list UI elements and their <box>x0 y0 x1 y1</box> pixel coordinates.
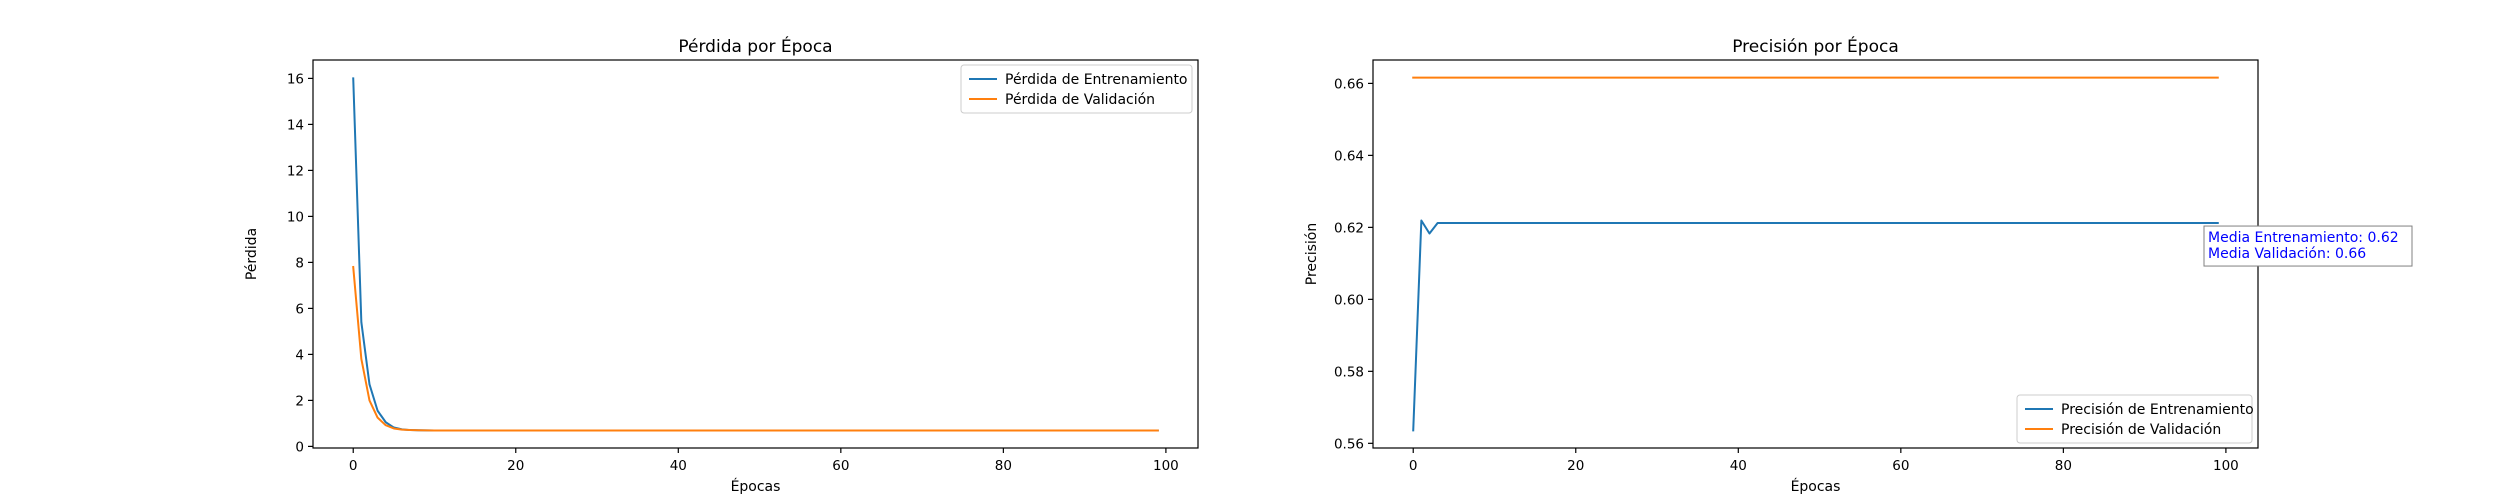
y-axis-label: Precisión <box>1304 223 1320 285</box>
y-tick-label: 0.66 <box>1334 76 1364 92</box>
chart-panel-1: 0 20 40 60 80 100 0 2 4 6 8 10 12 14 16 Pérdida por Épo… <box>244 35 1199 495</box>
y-tick-label: 0.60 <box>1334 292 1364 308</box>
y-tick-label: 2 <box>295 393 304 409</box>
x-tick-label: 80 <box>995 458 1012 474</box>
legend: Precisión de Entrenamiento Precisión de V… <box>2016 394 2254 444</box>
legend-label-1: Precisión de Entrenamiento <box>2061 402 2254 418</box>
x-tick-label: 100 <box>1153 458 1179 474</box>
series-line-1 <box>1412 219 2219 432</box>
y-tick-label: 10 <box>287 209 304 225</box>
y-tick-label: 12 <box>287 163 304 179</box>
y-tick-label: 0 <box>295 439 304 455</box>
y-tick-label: 6 <box>295 301 304 317</box>
x-tick-label: 20 <box>507 458 524 474</box>
x-tick-label: 60 <box>832 458 849 474</box>
chart-title: Pérdida por Época <box>678 35 832 57</box>
y-tick-label: 0.58 <box>1334 364 1364 380</box>
legend-label-2: Precisión de Validación <box>2061 422 2221 438</box>
x-tick-label: 60 <box>1892 458 1909 474</box>
y-axis-label: Pérdida <box>244 228 260 280</box>
y-tick-label: 4 <box>295 347 304 363</box>
annotation-line-1: Media Entrenamiento: 0.62 <box>2208 230 2399 246</box>
y-tick-label: 8 <box>295 255 304 271</box>
y-tick-label: 0.62 <box>1334 220 1364 236</box>
x-tick-label: 0 <box>1409 458 1418 474</box>
y-tick-label: 14 <box>287 117 304 133</box>
legend-box <box>2016 394 2253 444</box>
x-tick-label: 80 <box>2055 458 2072 474</box>
legend: Pérdida de Entrenamiento Pérdida de Valid… <box>960 64 1193 114</box>
x-tick-label: 20 <box>1567 458 1584 474</box>
annotation-line-2: Media Validación: 0.66 <box>2208 246 2366 262</box>
x-tick-label: 40 <box>670 458 687 474</box>
y-tick-label: 0.64 <box>1334 148 1364 164</box>
legend-box <box>960 64 1193 114</box>
x-tick-label: 100 <box>2213 458 2239 474</box>
series-line-2 <box>352 265 1159 432</box>
y-tick-label: 16 <box>287 71 304 87</box>
y-tick-label: 0.56 <box>1334 436 1364 452</box>
chart-panel-2: 0 20 40 60 80 100 0.56 0.58 0.60 0.62 0.64 0.66 Prec… <box>1304 35 2413 495</box>
axes-frame <box>312 59 1199 449</box>
x-tick-label: 0 <box>349 458 358 474</box>
annotation-box <box>2203 225 2413 267</box>
legend-label-2: Pérdida de Validación <box>1005 92 1155 108</box>
x-axis-label: Épocas <box>731 478 781 495</box>
legend-label-1: Pérdida de Entrenamiento <box>1005 72 1188 88</box>
chart-title: Precisión por Época <box>1732 35 1899 57</box>
x-tick-label: 40 <box>1730 458 1747 474</box>
x-axis-label: Épocas <box>1791 478 1841 495</box>
